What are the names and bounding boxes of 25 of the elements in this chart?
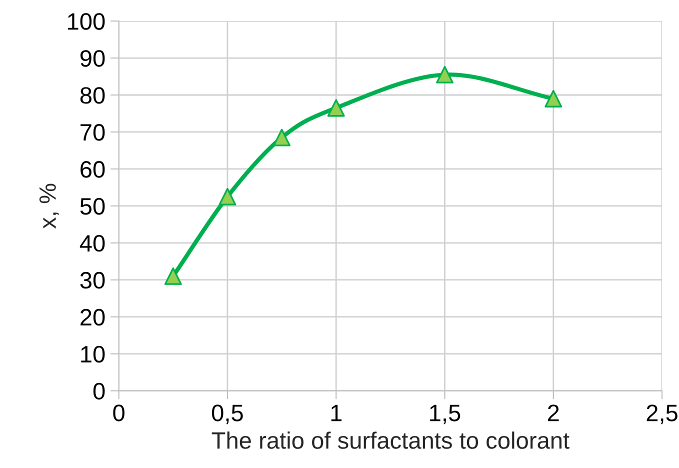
point: [218, 188, 236, 206]
y-tick-label: 50: [80, 198, 105, 215]
x-tick-label: 2,5: [646, 404, 678, 424]
x-tick-label: 0,5: [212, 404, 243, 424]
point: [273, 128, 291, 146]
y-tick-label: 80: [80, 87, 105, 104]
x-tick-label: 0: [113, 404, 124, 422]
y-tick-label: 0: [93, 382, 105, 400]
x-axis-title: The ratio of surfactants to colorant: [212, 432, 570, 449]
point: [327, 99, 345, 117]
point: [436, 66, 454, 84]
point: [164, 267, 182, 285]
y-tick-label: 40: [80, 234, 105, 252]
y-tick-label: 100: [68, 13, 105, 30]
y-tick-label: 70: [80, 124, 105, 141]
y-axis-title: x, %: [39, 184, 59, 229]
y-tick-label: 10: [81, 346, 105, 363]
point: [544, 90, 562, 108]
y-tick-label: 20: [80, 308, 105, 326]
y-tick-label: 30: [80, 272, 105, 289]
x-tick-label: 2: [548, 404, 559, 422]
x-tick-label: 1: [331, 404, 342, 422]
y-tick-label: 90: [80, 50, 105, 67]
y-tick-label: 60: [80, 161, 105, 178]
x-tick-label: 1,5: [430, 404, 460, 424]
